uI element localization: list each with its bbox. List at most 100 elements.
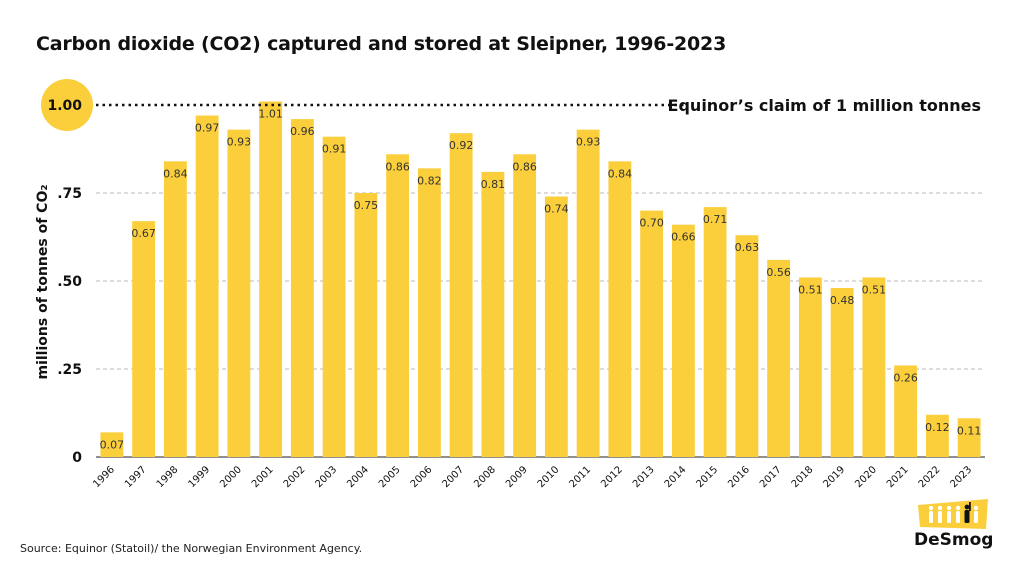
y-tick-label: .75 xyxy=(57,186,82,202)
bar-value-label: 0.07 xyxy=(100,438,125,451)
bar xyxy=(703,207,727,457)
x-tick-label: 2015 xyxy=(694,464,720,490)
bar xyxy=(354,193,378,457)
bar xyxy=(862,277,886,457)
x-tick-label: 2010 xyxy=(536,464,562,490)
bar-value-label: 0.86 xyxy=(512,160,537,173)
bar xyxy=(957,418,981,457)
x-tick-label: 2020 xyxy=(853,464,879,490)
bar-value-label: 0.74 xyxy=(544,203,569,216)
bar xyxy=(608,161,632,457)
bar xyxy=(735,235,759,457)
bar-value-label: 0.93 xyxy=(576,136,601,149)
x-tick-label: 2011 xyxy=(567,464,593,490)
bar xyxy=(894,365,918,457)
bar-value-label: 0.93 xyxy=(227,136,252,149)
desmog-logo: DeSmog xyxy=(914,497,994,553)
bar-value-label: 0.96 xyxy=(290,125,315,138)
bar xyxy=(830,288,854,457)
x-tick-label: 2022 xyxy=(917,464,943,490)
bar xyxy=(449,133,473,457)
logo-text: DeSmog xyxy=(914,530,994,550)
bar-value-label: 0.81 xyxy=(481,178,506,191)
x-tick-label: 2004 xyxy=(345,464,371,490)
bar xyxy=(767,259,791,457)
bar xyxy=(640,210,664,457)
x-tick-label: 1997 xyxy=(123,464,149,490)
y-tick-label: .25 xyxy=(57,362,82,378)
x-tick-label: 2013 xyxy=(631,464,657,490)
x-tick-label: 2018 xyxy=(790,464,816,490)
y-axis-label: millions of tonnes of CO₂ xyxy=(35,185,51,380)
x-tick-label: 2000 xyxy=(218,464,244,490)
bar xyxy=(259,101,283,457)
y-axis-ticks: 0 .25 .50 .75 1.00 xyxy=(41,79,93,466)
bar xyxy=(798,277,822,457)
people-silhouettes-icon xyxy=(918,499,988,529)
bar-value-label: 0.26 xyxy=(893,371,918,384)
bar xyxy=(132,221,156,457)
bar xyxy=(544,196,568,457)
x-tick-label: 2021 xyxy=(885,464,911,490)
x-tick-label: 2001 xyxy=(250,464,276,490)
x-tick-label: 1998 xyxy=(155,464,181,490)
bar xyxy=(481,171,505,457)
chart-title: Carbon dioxide (CO2) captured and stored… xyxy=(36,33,727,55)
bar xyxy=(100,432,124,457)
x-tick-label: 2002 xyxy=(282,464,308,490)
y-tick-label: .50 xyxy=(57,274,82,290)
x-tick-label: 2009 xyxy=(504,464,530,490)
x-tick-label: 2008 xyxy=(472,464,498,490)
bar-value-label: 0.97 xyxy=(195,122,220,135)
bar xyxy=(195,115,219,457)
bar xyxy=(576,129,600,457)
reference-line-label: Equinor’s claim of 1 million tonnes xyxy=(668,96,981,115)
x-tick-label: 2023 xyxy=(948,464,974,490)
bar-value-label: 0.71 xyxy=(703,213,728,226)
bar-value-label: 1.01 xyxy=(258,107,283,120)
bar xyxy=(513,154,537,457)
x-tick-label: 2012 xyxy=(599,464,625,490)
bar-value-label: 0.48 xyxy=(830,294,855,307)
bar-value-label: 0.66 xyxy=(671,231,696,244)
x-tick-label: 2016 xyxy=(726,464,752,490)
bar xyxy=(163,161,187,457)
bar xyxy=(925,414,949,457)
y-tick-label: 0 xyxy=(72,450,82,466)
x-tick-label: 2006 xyxy=(409,464,435,490)
bar-value-label: 0.67 xyxy=(131,227,156,240)
x-tick-label: 2019 xyxy=(821,464,847,490)
bar xyxy=(290,119,314,457)
x-tick-label: 2005 xyxy=(377,464,403,490)
bar-value-label: 0.92 xyxy=(449,139,474,152)
bar-value-label: 0.75 xyxy=(354,199,379,212)
bar-value-label: 0.84 xyxy=(163,167,188,180)
bar-value-label: 0.82 xyxy=(417,174,442,187)
bar-value-label: 0.51 xyxy=(798,283,823,296)
bars xyxy=(100,101,981,458)
x-tick-label: 2007 xyxy=(440,464,466,490)
x-axis-ticks: 1996 1997 1998 1999 2000 2001 2002 2003 2004 2005… xyxy=(91,464,974,490)
y-tick-label: 1.00 xyxy=(47,98,82,114)
bar xyxy=(227,129,251,457)
x-tick-label: 1999 xyxy=(186,464,212,490)
x-tick-label: 2014 xyxy=(663,464,689,490)
bar xyxy=(417,168,441,458)
bar xyxy=(386,154,410,457)
bar-value-label: 0.12 xyxy=(925,421,950,434)
bar-value-label: 0.11 xyxy=(957,424,982,437)
bar-value-label: 0.63 xyxy=(735,241,760,254)
bar xyxy=(671,224,695,457)
bar-value-label: 0.56 xyxy=(766,266,791,279)
y-tick-highlight-circle xyxy=(41,79,93,131)
source-note: Source: Equinor (Statoil)/ the Norwegian… xyxy=(20,542,363,555)
x-tick-label: 2003 xyxy=(313,464,339,490)
x-tick-label: 1996 xyxy=(91,464,117,490)
bar xyxy=(322,136,346,457)
x-tick-label: 2017 xyxy=(758,464,784,490)
bar-value-label: 0.51 xyxy=(862,283,887,296)
bar-value-label: 0.91 xyxy=(322,143,347,156)
bar-value-label: 0.84 xyxy=(608,167,633,180)
bar-value-label: 0.86 xyxy=(385,160,410,173)
